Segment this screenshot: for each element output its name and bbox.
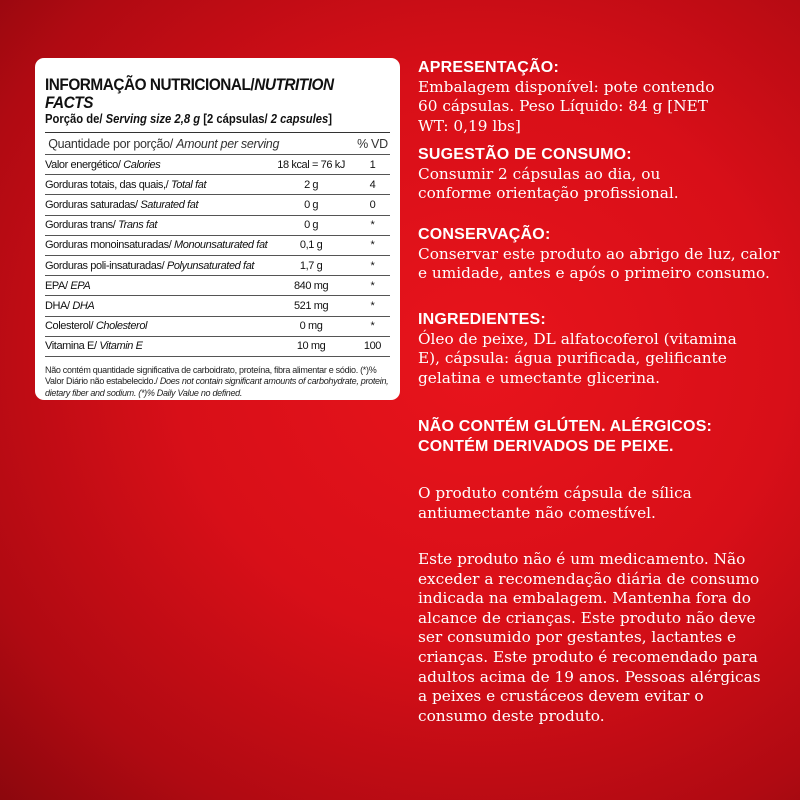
nutrient-vd: * [354,316,390,337]
serving-size: Porção de/ Serving size 2,8 g [2 cápsula… [45,112,356,127]
header-amount: Quantidade por porção/ Amount per servin… [45,132,355,155]
nutrient-name: DHA/ DHA [45,295,268,317]
conservacao-text: Conservar este produto ao abrigo de luz,… [418,244,780,283]
conservacao-heading: CONSERVAÇÃO: [418,226,551,243]
nutrient-pt: Gorduras trans/ [45,219,119,232]
nutrient-vd: * [354,295,390,317]
table-row: Gorduras trans/ Trans fat 0 g * [45,215,390,236]
nutrient-en: Vitamin E [99,340,143,353]
nutrient-name: Colesterol/ Cholesterol [45,316,268,337]
nutrient-en: Total fat [170,178,207,191]
serving-end: ] [328,112,333,126]
nutrient-vd: 0 [354,194,390,216]
nutrient-name: Gorduras monoinsaturadas/ Monounsaturate… [45,235,268,256]
title-pt: INFORMAÇÃO NUTRICIONAL/ [45,76,255,94]
nutrient-en: Cholesterol [95,320,148,333]
header-vd: % VD [354,132,390,155]
nutrient-value: 2 g [267,174,355,196]
header-pt: Quantidade por porção/ [48,136,177,151]
nutrient-pt: EPA/ [45,279,71,292]
serving-caps-pt: [2 cápsulas/ [200,112,271,126]
nutrient-vd: * [354,255,390,277]
nutrient-vd: * [354,235,390,256]
table-header: Quantidade por porção/ Amount per servin… [45,132,390,155]
table-row: Gorduras poli-insaturadas/ Polyunsaturat… [45,255,390,277]
nutrient-pt: Vitamina E/ [45,340,100,353]
table-row: DHA/ DHA 521 mg * [45,295,390,317]
nutrient-vd: * [354,275,390,297]
nutrient-en: Saturated fat [140,198,199,211]
nutrient-name: Vitamina E/ Vitamin E [45,336,268,357]
nutrient-en: DHA [72,299,95,312]
nutrition-title: INFORMAÇÃO NUTRICIONAL/NUTRITION FACTS [45,76,366,112]
serving-caps-en: 2 capsules [270,112,329,126]
nutrient-name: Gorduras poli-insaturadas/ Polyunsaturat… [45,255,268,277]
nutrient-en: Trans fat [118,219,158,232]
nutrient-pt: Colesterol/ [45,320,96,333]
table-row: Gorduras monoinsaturadas/ Monounsaturate… [45,235,390,256]
nutrition-table: Quantidade por porção/ Amount per servin… [45,132,390,357]
footnote-pt: Não contém quantidade significativa de c… [45,364,377,387]
table-row: Gorduras totais, das quais,/ Total fat 2 … [45,174,390,196]
ingredientes-heading: INGREDIENTES: [418,311,546,328]
nutrient-value: 521 mg [267,295,355,317]
nutrient-pt: Gorduras saturadas/ [45,198,141,211]
nutrient-en: Calories [123,158,161,171]
table-row: Colesterol/ Cholesterol 0 mg * [45,316,390,337]
nutrient-pt: DHA/ [45,299,73,312]
nutrient-value: 0 g [267,194,355,216]
nutrient-name: EPA/ EPA [45,275,268,297]
apresentacao-text: Embalagem disponível: pote contendo 60 c… [418,77,715,135]
header-en: Amount per serving [176,136,280,151]
nutrient-pt: Gorduras poli-insaturadas/ [45,259,167,272]
nutrient-value: 1,7 g [267,255,355,277]
nutrient-name: Gorduras trans/ Trans fat [45,215,268,236]
nutrient-en: Polyunsaturated fat [166,259,255,272]
nutrient-name: Gorduras totais, das quais,/ Total fat [45,174,268,196]
sugestao-heading: SUGESTÃO DE CONSUMO: [418,146,632,163]
ingredientes-text: Óleo de peixe, DL alfatocoferol (vitamin… [418,329,737,387]
nutrient-vd: 100 [354,336,390,357]
nutrient-value: 0 g [267,215,355,236]
nutrition-facts-panel: INFORMAÇÃO NUTRICIONAL/NUTRITION FACTS P… [35,58,400,400]
nutrient-value: 0 mg [267,316,355,337]
nutrient-pt: Valor energético/ [45,158,124,171]
serving-pt: Porção de/ [45,112,106,126]
silica-text: O produto contém cápsula de sílica antiu… [418,484,692,522]
serving-en: Serving size 2,8 g [105,112,201,126]
nutrient-pt: Gorduras totais, das quais,/ [45,178,171,191]
nutrient-en: EPA [70,279,91,292]
nutrient-value: 10 mg [267,336,355,357]
nutrient-vd: 4 [354,174,390,196]
title-en: NUTRITION FACTS [45,76,334,112]
table-row: EPA/ EPA 840 mg * [45,275,390,297]
footnote: Não contém quantidade significativa de c… [45,365,390,400]
nutrient-value: 0,1 g [267,235,355,256]
table-row: Valor energético/ Calories 18 kcal = 76 k… [45,154,390,176]
nutrient-vd: 1 [354,154,390,176]
nutrient-pt: Gorduras monoinsaturadas/ [45,239,175,252]
warning-text: Este produto não é um medicamento. Não e… [418,550,761,725]
allergen-warning: NÃO CONTÉM GLÚTEN. ALÉRGICOS: CONTÉM DER… [418,418,713,455]
nutrient-name: Valor energético/ Calories [45,154,268,176]
nutrient-vd: * [354,215,390,236]
apresentacao-heading: APRESENTAÇÃO: [418,59,559,76]
sugestao-text: Consumir 2 cápsulas ao dia, ou conforme … [418,164,679,203]
nutrient-value: 840 mg [267,275,355,297]
nutrient-name: Gorduras saturadas/ Saturated fat [45,194,268,216]
nutrient-value: 18 kcal = 76 kJ [267,154,355,176]
table-row: Vitamina E/ Vitamin E 10 mg 100 [45,336,390,357]
footnote-en: Does not contain significant amounts of … [45,376,389,398]
nutrient-en: Monounsaturated fat [174,239,268,252]
